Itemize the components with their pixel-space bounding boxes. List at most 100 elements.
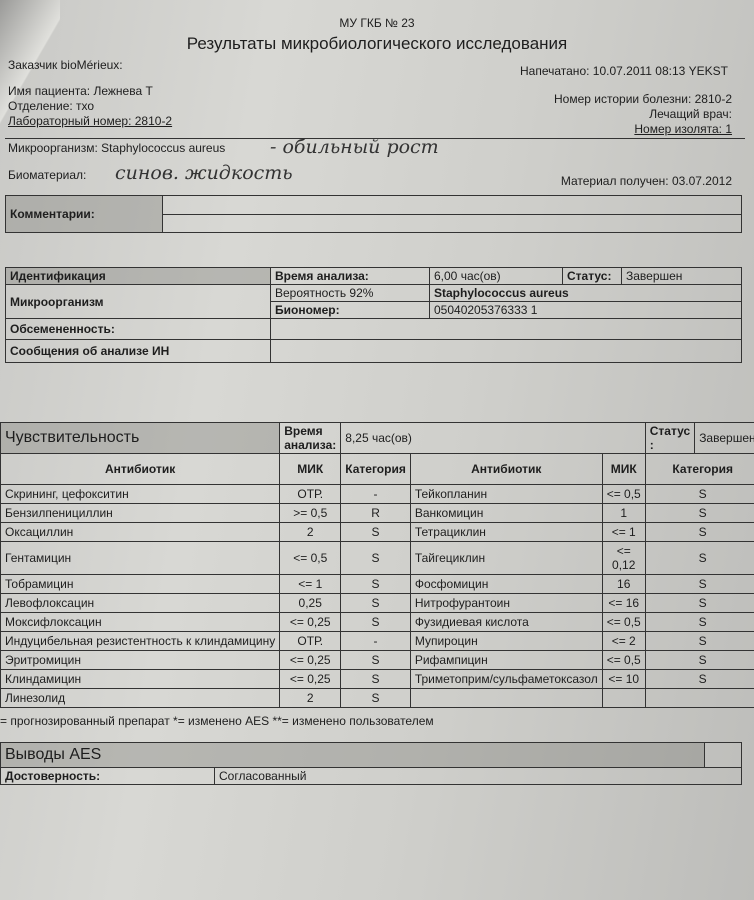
cell-antibiotic: Моксифлоксацин xyxy=(0,612,281,632)
page-title: Результаты микробиологического исследова… xyxy=(186,34,568,53)
table-row: Тобрамицин <= 1 S Фосфомицин 16 S xyxy=(0,574,754,594)
microorganism-label: Микроорганизм xyxy=(5,284,271,319)
sensitivity-table: Чувствительность Время анализа: 8,25 час… xyxy=(0,422,754,708)
folded-page-corner xyxy=(0,0,60,200)
organism-name: Staphylococcus aureus xyxy=(429,284,742,302)
probability: Вероятность 92% xyxy=(270,284,430,302)
aes-table: Выводы AES Достоверность: Согласованный xyxy=(0,742,742,785)
cell-category: S xyxy=(644,541,754,575)
divider xyxy=(5,138,745,139)
biomaterial-handwritten: синов. жидкость xyxy=(115,162,293,184)
table-row: Скрининг, цефокситин ОТР. - Тейкопланин <= 0… xyxy=(0,484,754,504)
cell-category: S xyxy=(644,593,754,613)
cell-mic: <= 0,5 xyxy=(601,484,646,504)
col-category-2: Категория xyxy=(644,453,754,485)
cell-category: S xyxy=(644,484,754,504)
cell-antibiotic: Фузидиевая кислота xyxy=(409,612,603,632)
status-value: Завершен xyxy=(621,267,742,285)
cell-antibiotic: Бензилпенициллин xyxy=(0,503,281,523)
bionumber-label: Биономер: xyxy=(270,301,430,319)
cell-mic: 2 xyxy=(279,522,342,542)
microorganism-handwritten-note: - обильный рост xyxy=(270,136,439,158)
cell-category: S xyxy=(644,503,754,523)
col-mic: МИК xyxy=(279,453,342,485)
cell-category: S xyxy=(644,669,754,689)
cell-mic: <= 1 xyxy=(279,574,342,594)
cell-category: S xyxy=(644,522,754,542)
col-antibiotic: Антибиотик xyxy=(0,453,281,485)
status-label: Статус: xyxy=(562,267,622,285)
table-row: Эритромицин <= 0,25 S Рифампицин <= 0,5 S xyxy=(0,650,754,670)
contamination-label: Обсемененность: xyxy=(5,318,271,340)
cell-antibiotic: Ванкомицин xyxy=(409,503,603,523)
comments-table: Комментарии: xyxy=(5,195,742,233)
cell-category: S xyxy=(340,688,411,708)
sens-status-value: Завершен xyxy=(694,422,754,454)
cell-antibiotic xyxy=(409,688,603,708)
sens-time-value: 8,25 час(ов) xyxy=(340,422,646,454)
cell-antibiotic: Тейкопланин xyxy=(409,484,603,504)
cell-antibiotic: Мупироцин xyxy=(409,631,603,651)
table-row: Бензилпенициллин >= 0,5 R Ванкомицин 1 S xyxy=(0,503,754,523)
identification-label: Идентификация xyxy=(5,267,271,285)
cell-antibiotic: Фосфомицин xyxy=(409,574,603,594)
cell-antibiotic: Триметоприм/сульфаметоксазол xyxy=(409,669,603,689)
cell-category: S xyxy=(340,522,411,542)
cell-mic: <= 0,5 xyxy=(601,650,646,670)
table-row: Клиндамицин <= 0,25 S Триметоприм/сульфамет… xyxy=(0,669,754,689)
cell-mic xyxy=(601,688,646,708)
microorganism: Микроорганизм: Staphylococcus aureus xyxy=(8,141,226,155)
cell-mic: <= 0,12 xyxy=(601,541,646,575)
cell-category: - xyxy=(340,484,411,504)
cell-antibiotic: Клиндамицин xyxy=(0,669,281,689)
reliability-value: Согласованный xyxy=(214,767,742,785)
cell-antibiotic: Нитрофурантоин xyxy=(409,593,603,613)
cell-antibiotic: Левофлоксацин xyxy=(0,593,281,613)
cell-mic: <= 0,25 xyxy=(279,650,342,670)
cell-antibiotic: Рифампицин xyxy=(409,650,603,670)
sens-time-label: Время анализа: xyxy=(279,422,342,454)
col-antibiotic-2: Антибиотик xyxy=(409,453,603,485)
aes-label: Выводы AES xyxy=(0,742,706,768)
sensitivity-label: Чувствительность xyxy=(0,422,281,454)
cell-mic: <= 2 xyxy=(601,631,646,651)
cell-mic: <= 10 xyxy=(601,669,646,689)
cell-mic: <= 0,5 xyxy=(601,612,646,632)
cell-category: S xyxy=(340,650,411,670)
cell-antibiotic: Скрининг, цефокситин xyxy=(0,484,281,504)
table-row: Индуцибельная резистентность к клиндамиц… xyxy=(0,631,754,651)
doctor: Лечащий врач: xyxy=(649,107,732,121)
cell-mic: <= 16 xyxy=(601,593,646,613)
institution: МУ ГКБ № 23 xyxy=(339,16,415,30)
cell-mic: <= 1 xyxy=(601,522,646,542)
cell-mic: 2 xyxy=(279,688,342,708)
cell-antibiotic: Тайгециклин xyxy=(409,541,603,575)
cell-mic: 0,25 xyxy=(279,593,342,613)
customer: Заказчик bioMérieux: xyxy=(8,58,123,72)
analysis-time-label: Время анализа: xyxy=(270,267,430,285)
table-row: Левофлоксацин 0,25 S Нитрофурантоин <= 16 S xyxy=(0,593,754,613)
cell-mic: <= 0,25 xyxy=(279,612,342,632)
cell-antibiotic: Оксациллин xyxy=(0,522,281,542)
department: Отделение: тхо xyxy=(8,99,95,113)
cell-antibiotic: Гентамицин xyxy=(0,541,281,575)
cell-antibiotic: Линезолид xyxy=(0,688,281,708)
cell-mic: ОТР. xyxy=(279,631,342,651)
cell-antibiotic: Индуцибельная резистентность к клиндамиц… xyxy=(0,631,281,651)
cell-antibiotic: Эритромицин xyxy=(0,650,281,670)
cell-category: S xyxy=(340,593,411,613)
comments-label: Комментарии: xyxy=(5,195,163,233)
cell-category: S xyxy=(340,541,411,575)
cell-category: S xyxy=(644,574,754,594)
biomaterial-label: Биоматериал: xyxy=(8,168,87,182)
table-row: Линезолид 2 S xyxy=(0,688,754,708)
messages-label: Сообщения об анализе ИН xyxy=(5,339,271,363)
table-row: Моксифлоксацин <= 0,25 S Фузидиевая кислота… xyxy=(0,612,754,632)
patient-name: Имя пациента: Лежнева Т xyxy=(8,84,153,98)
cell-category: S xyxy=(644,631,754,651)
identification-table: Идентификация Время анализа: 6,00 час(ов… xyxy=(5,267,742,363)
cell-mic: 1 xyxy=(601,503,646,523)
cell-antibiotic: Тетрациклин xyxy=(409,522,603,542)
cell-category: S xyxy=(644,612,754,632)
